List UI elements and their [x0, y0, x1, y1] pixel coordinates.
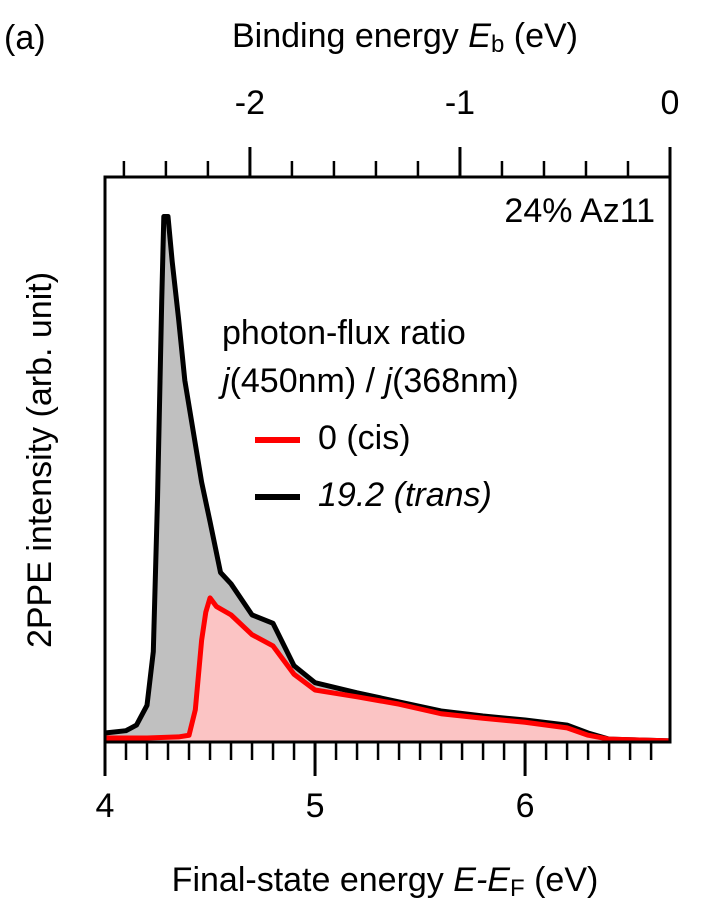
label-part: Binding energy [232, 17, 468, 55]
label-part: (450nm) / [230, 362, 385, 400]
legend-title: photon-flux ratio [222, 314, 466, 352]
x-tick-label: 4 [96, 787, 115, 825]
y-axis-label: 2PPE intensity (arb. unit) [21, 272, 59, 648]
label-part: - [476, 861, 487, 899]
label-part: Final-state energy [172, 861, 454, 899]
label-part: j [218, 362, 231, 400]
x2-tick-label: 0 [661, 84, 680, 122]
x2-tick-label: -2 [235, 84, 265, 122]
label-part: (368nm) [392, 362, 519, 400]
plot-frame [103, 175, 672, 744]
label-part: b [491, 31, 504, 58]
x-tick-label: 6 [516, 787, 535, 825]
label-part: E [487, 861, 510, 899]
x2-axis-label: Binding energy Eb (eV) [232, 17, 578, 58]
panel-label: (a) [4, 19, 46, 57]
label-part: F [510, 875, 525, 902]
label-part: (eV) [525, 861, 599, 899]
annotation: 24% Az11 [504, 192, 655, 230]
x-axis-label: Final-state energy E-EF (eV) [172, 861, 599, 902]
label-part: (eV) [504, 17, 578, 55]
x2-tick-label: -1 [445, 84, 475, 122]
x-tick-label: 5 [306, 787, 325, 825]
label-part: j [381, 362, 394, 400]
label-part: E [453, 861, 476, 899]
label-part: E [468, 17, 491, 55]
legend-label: 0 (cis) [318, 419, 411, 457]
legend-label: 19.2 (trans) [318, 476, 492, 514]
line [105, 595, 671, 744]
legend-title: j(450nm) / j(368nm) [218, 362, 519, 400]
area [105, 597, 670, 742]
plot [104, 214, 671, 744]
